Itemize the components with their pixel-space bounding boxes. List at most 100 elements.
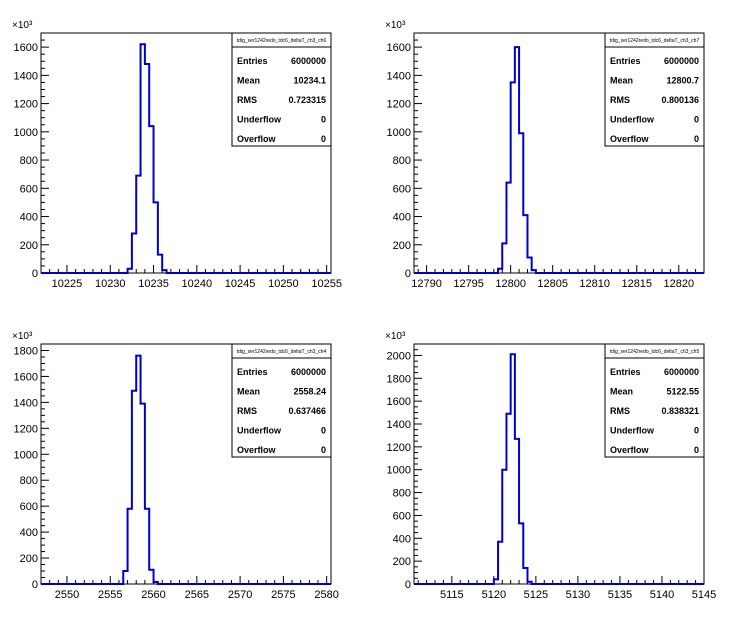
- y-exponent-label: ×10³: [12, 331, 33, 342]
- x-tick-label: 12795: [453, 278, 484, 290]
- histogram-bin: [527, 582, 531, 584]
- y-tick-label: 0: [405, 579, 411, 591]
- y-tick-label: 1400: [14, 70, 38, 82]
- y-tick-label: 0: [32, 268, 38, 280]
- y-exponent-label: ×10³: [385, 331, 406, 342]
- y-tick-label: 1800: [387, 373, 411, 385]
- x-tick-label: 5125: [524, 589, 548, 601]
- stats-label: Overflow: [237, 445, 277, 455]
- histogram-bin: [158, 255, 162, 273]
- y-tick-label: 1000: [387, 127, 411, 139]
- histogram-panel-4: 5115 5120 5125 5130 5135 5140 5145 0 200 400 600 80…: [385, 331, 716, 601]
- histogram-bin: [515, 439, 519, 584]
- histogram-bin: [141, 44, 145, 273]
- x-tick-label: 5115: [440, 589, 464, 601]
- y-exponent-label: ×10³: [385, 20, 406, 31]
- y-tick-label: 1600: [387, 42, 411, 54]
- histogram-bin: [519, 523, 523, 584]
- histogram-outline: [414, 46, 704, 274]
- y-tick-label: 1200: [14, 423, 38, 435]
- x-tick-label: 12815: [621, 278, 652, 290]
- y-tick-label: 800: [393, 155, 411, 167]
- y-tick-label: 0: [32, 579, 38, 591]
- x-tick-label: 12805: [537, 278, 568, 290]
- histogram-bin: [154, 582, 158, 584]
- x-tick-label: 2550: [55, 589, 79, 601]
- y-tick-label: 1200: [387, 99, 411, 111]
- histogram-outline: [41, 354, 331, 585]
- stats-label: Underflow: [237, 115, 282, 125]
- x-tick-label: 10250: [268, 278, 299, 290]
- histogram-panel-1: 10225 10230 10235 10240 10245 10250 10255 0 200 4…: [12, 20, 342, 290]
- x-tick-label: 5130: [566, 589, 590, 601]
- y-tick-label: 600: [393, 510, 411, 522]
- stats-value: 12800.7: [666, 76, 699, 86]
- stats-label: Underflow: [610, 426, 655, 436]
- stats-label: Entries: [237, 367, 268, 377]
- histogram-bin: [149, 570, 153, 584]
- y-tick-label: 400: [20, 212, 38, 224]
- y-tick-label: 200: [20, 240, 38, 252]
- stats-box: tdig_ser1242redo_tdc6_deltaT_ch3_ch7 Entr…: [604, 32, 705, 147]
- stats-label: RMS: [610, 95, 630, 105]
- histogram-bin: [511, 354, 515, 584]
- x-tick-label: 2580: [314, 589, 338, 601]
- stats-box: tdig_ser1242redo_tdc6_deltaT_ch3_ch5 Entr…: [604, 343, 705, 458]
- x-tick-label: 2570: [228, 589, 252, 601]
- histogram-bin: [149, 126, 153, 273]
- stats-value: 6000000: [291, 56, 326, 66]
- stats-value: 6000000: [664, 56, 699, 66]
- stats-label: Underflow: [237, 426, 282, 436]
- x-tick-label: 10240: [182, 278, 213, 290]
- x-tick-label: 12800: [495, 278, 526, 290]
- histogram-bin: [506, 183, 510, 273]
- stats-title: tdig_ser1242redo_tdc6_deltaT_ch3_ch4: [237, 349, 327, 355]
- histogram-outline: [41, 43, 331, 274]
- histogram-bin: [523, 215, 527, 273]
- x-tick-label: 5145: [692, 589, 716, 601]
- histogram-bin: [498, 542, 502, 584]
- stats-value: 0.838321: [661, 406, 699, 416]
- y-tick-label: 1600: [14, 42, 38, 54]
- x-tick-label: 10245: [225, 278, 256, 290]
- y-tick-label: 400: [20, 527, 38, 539]
- stats-label: RMS: [237, 95, 257, 105]
- histogram-panel-3: 2550 2555 2560 2565 2570 2575 2580 0 200 400 600 80…: [12, 331, 339, 601]
- stats-box: tdig_ser1242redo_tdc6_deltaT_ch3_ch4 Entr…: [231, 343, 332, 458]
- x-tick-label: 12790: [411, 278, 442, 290]
- y-tick-label: 1200: [387, 442, 411, 454]
- y-tick-label: 1800: [14, 345, 38, 357]
- histogram-bin: [128, 509, 132, 584]
- stats-value: 10234.1: [293, 76, 326, 86]
- y-exponent-label: ×10³: [12, 20, 33, 31]
- y-tick-label: 200: [20, 553, 38, 565]
- histogram-bin: [515, 47, 519, 273]
- histogram-bin: [136, 176, 140, 273]
- y-tick-label: 800: [20, 475, 38, 487]
- y-tick-label: 1000: [387, 465, 411, 477]
- x-tick-label: 10230: [95, 278, 126, 290]
- stats-box-frame: [231, 343, 332, 458]
- histogram-bin: [145, 64, 149, 273]
- x-tick-label: 10235: [138, 278, 169, 290]
- stats-value: 0: [321, 115, 326, 125]
- histogram-bin: [128, 269, 132, 273]
- stats-box-frame: [231, 32, 332, 147]
- stats-label: Overflow: [237, 134, 277, 144]
- x-tick-label: 5140: [650, 589, 674, 601]
- y-tick-label: 600: [393, 183, 411, 195]
- y-tick-label: 600: [20, 501, 38, 513]
- x-tick-label: 2560: [141, 589, 165, 601]
- y-tick-label: 2000: [387, 350, 411, 362]
- stats-label: Entries: [610, 56, 641, 66]
- y-tick-label: 800: [393, 488, 411, 500]
- stats-value: 6000000: [664, 367, 699, 377]
- histogram-bin: [498, 269, 502, 273]
- y-tick-label: 400: [393, 212, 411, 224]
- x-tick-label: 2555: [98, 589, 122, 601]
- histogram-bin: [532, 270, 536, 273]
- stats-value: 0: [321, 134, 326, 144]
- stats-label: Overflow: [610, 134, 650, 144]
- stats-box-frame: [604, 32, 705, 147]
